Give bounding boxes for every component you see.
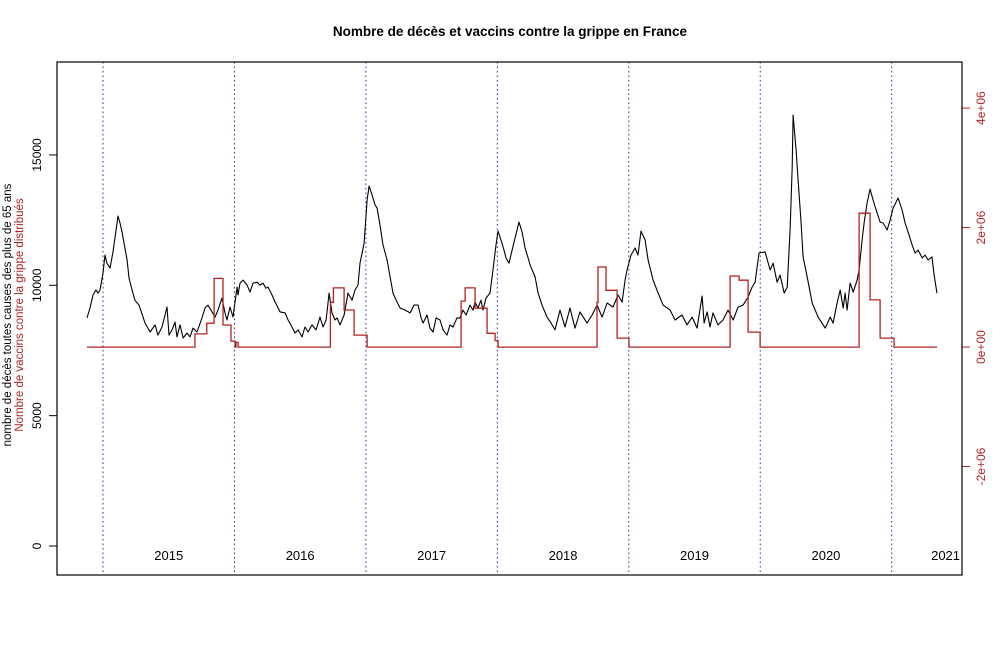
right-axis-tick-label: 0e+00 — [974, 330, 988, 364]
x-axis-year-label: 2020 — [811, 548, 840, 563]
left-axis-title-deaths: nombre de décès toutes causes des plus d… — [2, 183, 14, 446]
x-axis-year-label: 2017 — [417, 548, 446, 563]
x-axis-year-label: 2019 — [680, 548, 709, 563]
right-axis-tick-label: -2e+06 — [974, 447, 988, 485]
chart-title: Nombre de décès et vaccins contre la gri… — [333, 24, 688, 39]
left-axis-tick-label: 0 — [30, 542, 44, 549]
left-axis-title-vaccines: Nombre de vaccins contre la grippe distr… — [14, 198, 26, 432]
x-axis-year-label: 2016 — [286, 548, 315, 563]
x-axis-year-label: 2021 — [931, 548, 960, 563]
x-axis-year-label: 2018 — [549, 548, 578, 563]
right-axis-tick-label: 4e+06 — [974, 91, 988, 125]
left-axis-tick-label: 15000 — [30, 138, 44, 172]
x-axis-year-label: 2015 — [154, 548, 183, 563]
plot-border — [56, 61, 963, 576]
plot-area: 0 5000 10000 15000 -2e+06 0e+00 2e+06 4e+06 2015… — [30, 61, 988, 576]
right-axis-tick-label: 2e+06 — [974, 210, 988, 244]
series-vaccines-line — [87, 212, 937, 348]
left-axis-tick-label: 5000 — [30, 402, 44, 429]
left-axis-tick-label: 10000 — [30, 268, 44, 302]
